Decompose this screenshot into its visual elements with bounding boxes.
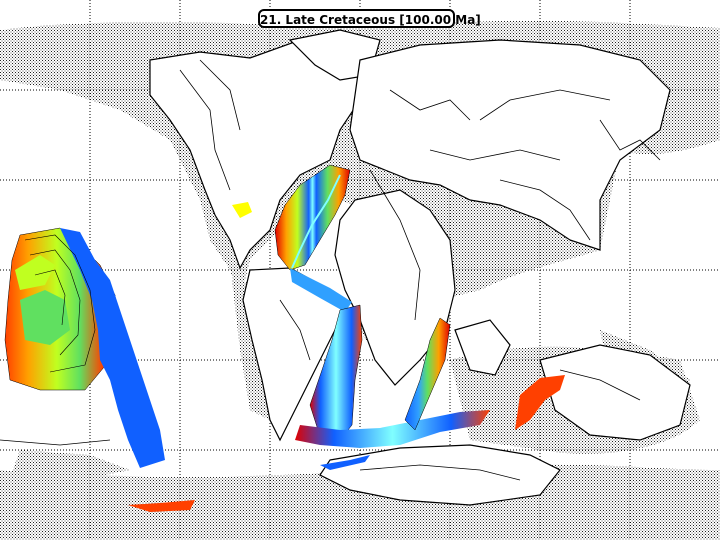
pacific-isochrons xyxy=(24,234,96,373)
eurasia xyxy=(349,39,671,251)
pacific-seafloor xyxy=(4,227,165,468)
equatorial-atlantic-seafloor xyxy=(290,268,352,312)
weddell-strip xyxy=(320,455,370,470)
continents xyxy=(149,29,691,506)
australia xyxy=(539,344,691,441)
africa xyxy=(334,189,456,386)
south-pacific-strip xyxy=(128,500,195,512)
southern-ocean-seafloor xyxy=(295,410,490,448)
mid-atlantic-ridge xyxy=(291,174,341,269)
india xyxy=(454,319,511,376)
map-title: 21. Late Cretaceous [100.00 Ma] xyxy=(258,9,481,28)
gulf-seafloor xyxy=(232,202,252,218)
antarctica xyxy=(319,444,561,506)
terrane-outlines xyxy=(0,59,661,481)
indian-ocean-seafloor xyxy=(404,317,451,431)
australia-margin-seafloor xyxy=(515,375,565,430)
